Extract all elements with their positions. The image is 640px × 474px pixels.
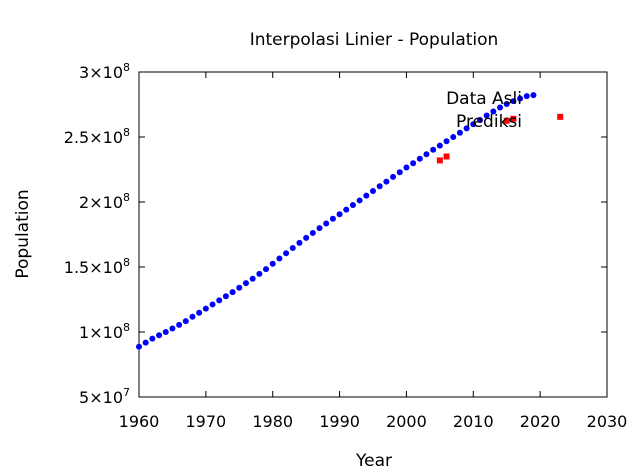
data-point-data-asli	[236, 284, 243, 291]
data-point-data-asli	[263, 266, 270, 273]
x-axis-label: Year	[355, 451, 392, 471]
data-point-data-asli	[182, 318, 189, 325]
data-point-data-asli	[430, 146, 437, 153]
data-point-data-asli	[222, 293, 229, 300]
data-point-data-asli	[269, 260, 276, 267]
y-axis-label: Population	[13, 189, 33, 278]
data-point-data-asli	[296, 239, 303, 246]
data-point-data-asli	[142, 339, 149, 346]
data-point-data-asli	[303, 234, 310, 241]
data-point-data-asli	[523, 93, 530, 100]
data-point-data-asli	[256, 270, 263, 277]
y-tick-label: 2×108	[79, 191, 130, 212]
y-tick-label: 5×107	[79, 386, 130, 407]
data-point-data-asli	[450, 134, 457, 140]
data-point-data-asli	[456, 129, 463, 136]
y-tick-label: 3×108	[79, 61, 130, 82]
data-point-data-asli	[363, 192, 370, 199]
plot-area-frame	[138, 71, 608, 398]
data-point-data-asli	[376, 183, 383, 190]
data-point-data-asli	[403, 164, 410, 171]
x-tick-label: 2000	[386, 412, 427, 431]
data-point-data-asli	[497, 104, 504, 111]
data-point-data-asli	[370, 187, 376, 194]
data-point-data-asli	[209, 301, 216, 308]
data-point-data-asli	[229, 289, 236, 296]
data-point-data-asli	[136, 343, 142, 350]
data-point-prediksi	[510, 115, 517, 122]
data-point-data-asli	[202, 305, 209, 312]
data-point-prediksi	[557, 113, 564, 120]
data-point-data-asli	[349, 201, 356, 208]
data-point-data-asli	[169, 325, 176, 332]
x-tick-label: 1990	[319, 412, 360, 431]
data-point-data-asli	[189, 313, 196, 320]
data-point-data-asli	[343, 206, 350, 213]
data-point-data-asli	[283, 250, 290, 257]
data-point-data-asli	[510, 98, 517, 105]
data-point-prediksi	[436, 157, 443, 164]
data-point-data-asli	[316, 225, 323, 232]
chart-title: Interpolasi Linier - Population	[250, 30, 499, 50]
y-tick-label: 2.5×108	[64, 126, 130, 147]
x-axis: 1960 1970 1980 1990 2000 2010 2020 2030	[119, 72, 628, 431]
data-point-data-asli	[383, 178, 390, 185]
data-point-data-asli	[530, 92, 537, 99]
data-point-data-asli	[289, 245, 296, 252]
data-point-data-asli	[276, 255, 283, 262]
data-point-data-asli	[162, 329, 169, 335]
data-point-data-asli	[490, 108, 497, 115]
y-axis: 5×107 1×108 1.5×108 2×108 2.5×108 3×108	[64, 61, 607, 407]
legend-label-prediksi: Prediksi	[456, 112, 522, 132]
data-point-data-asli	[356, 197, 363, 204]
data-point-data-asli	[470, 121, 477, 128]
data-point-data-asli	[483, 112, 490, 119]
series-data-asli	[136, 92, 537, 350]
x-tick-label: 1960	[119, 412, 160, 431]
data-point-data-asli	[517, 95, 524, 102]
data-point-prediksi	[503, 117, 510, 124]
x-tick-label: 2030	[587, 412, 628, 431]
data-point-data-asli	[423, 151, 430, 158]
data-point-data-asli	[436, 142, 443, 149]
data-point-data-asli	[463, 125, 470, 132]
data-point-data-asli	[416, 155, 423, 162]
x-tick-label: 2010	[453, 412, 494, 431]
data-point-data-asli	[329, 215, 336, 222]
data-point-data-asli	[390, 173, 397, 180]
data-point-data-asli	[242, 280, 249, 287]
data-point-data-asli	[216, 297, 223, 304]
data-point-prediksi	[443, 153, 450, 160]
data-point-data-asli	[249, 275, 256, 282]
data-point-data-asli	[196, 309, 203, 316]
data-point-data-asli	[156, 332, 163, 339]
data-point-data-asli	[443, 138, 450, 145]
data-point-data-asli	[309, 229, 316, 236]
data-point-data-asli	[503, 100, 510, 107]
y-tick-label: 1×108	[79, 321, 130, 342]
data-point-data-asli	[396, 169, 403, 176]
x-tick-label: 1970	[185, 412, 226, 431]
data-point-data-asli	[336, 211, 343, 218]
x-tick-label: 1980	[252, 412, 293, 431]
series-prediksi	[436, 113, 564, 164]
legend-label-data-asli: Data Asli	[446, 89, 522, 109]
y-tick-label: 1.5×108	[64, 256, 130, 277]
data-point-data-asli	[410, 160, 417, 167]
data-point-data-asli	[476, 116, 483, 123]
x-tick-label: 2020	[520, 412, 561, 431]
data-point-data-asli	[323, 220, 330, 227]
data-point-data-asli	[149, 335, 156, 342]
data-point-data-asli	[176, 321, 183, 328]
